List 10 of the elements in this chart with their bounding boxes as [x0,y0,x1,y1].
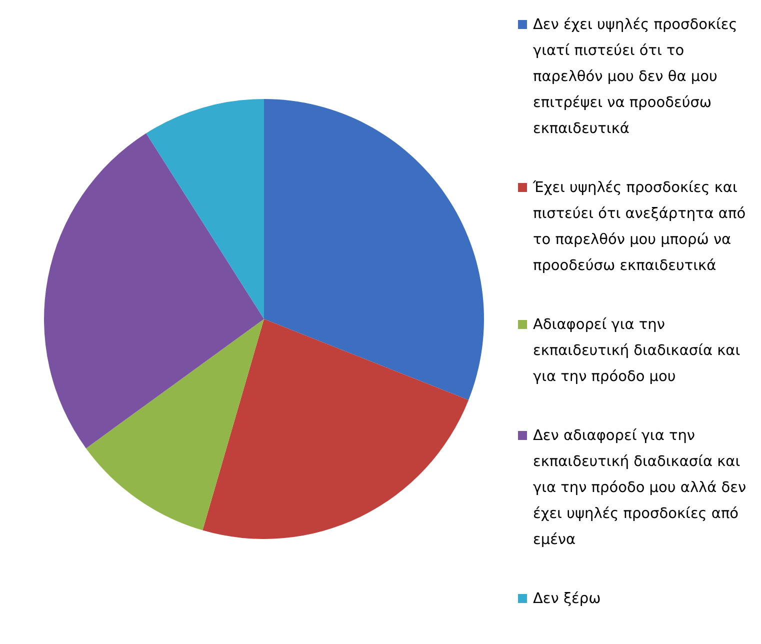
pie-slice [202,319,469,539]
legend-label: Δεν ξέρω [533,590,601,609]
legend-label: Έχει υψηλές προσδοκίες και πιστεύει ότι ανεξάρτητα από το παρελθόν μου μπορώ να προοδεύσω εκπαιδευτικά [533,179,747,276]
legend-label: Αδιαφορεί για την εκπαιδευτική διαδικασία και για την πρόοδο μου [533,316,742,387]
pie-slice [86,319,264,530]
legend-label: Δεν έχει υψηλές προσδοκίες γιατί πιστεύει ότι το παρελθόν μου δεν θα μου επιτρέψει να προοδεύσω εκπαιδευτικά [533,16,738,139]
legend-label: Δεν αδιαφορεί για την εκπαιδευτική διαδικασία και για την πρόοδο μου αλλά δεν έχει υψηλές προσδοκίες από εμένα [533,427,748,550]
pie-slice [146,99,264,319]
pie-slice [44,133,264,448]
pie-slice [264,99,484,400]
